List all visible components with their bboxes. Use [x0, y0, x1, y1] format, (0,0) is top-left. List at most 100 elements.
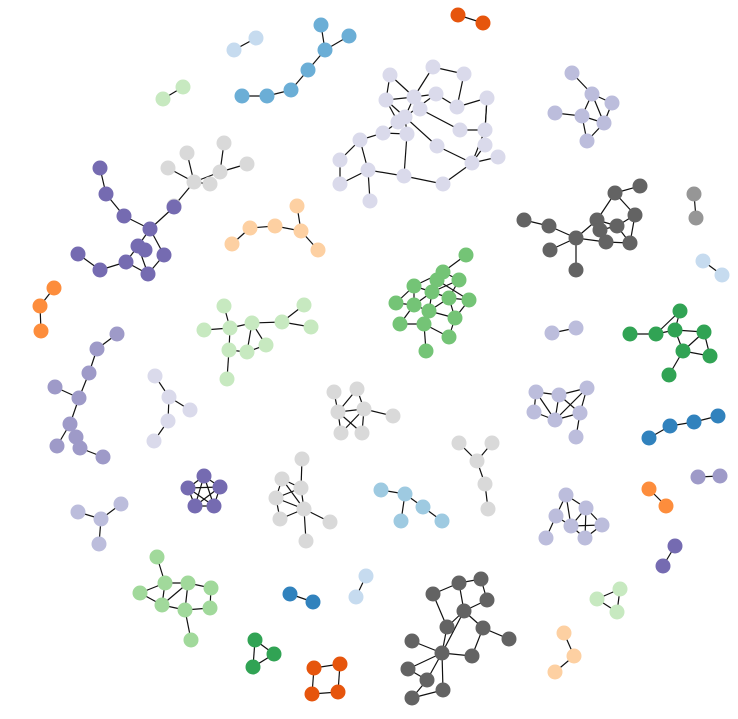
graph-node	[234, 88, 250, 104]
component-c26-nodes	[373, 482, 450, 529]
graph-node	[388, 295, 404, 311]
graph-node	[572, 405, 588, 421]
graph-node	[609, 218, 625, 234]
component-c06-nodes	[547, 65, 620, 149]
graph-node	[475, 15, 491, 31]
graph-edge	[419, 108, 461, 131]
graph-node	[333, 425, 349, 441]
graph-node	[212, 164, 228, 180]
component-c32-nodes	[132, 549, 219, 648]
graph-node	[686, 186, 702, 202]
graph-node	[661, 367, 677, 383]
graph-node	[71, 390, 87, 406]
graph-node	[568, 230, 584, 246]
graph-node	[282, 586, 298, 602]
graph-node	[695, 253, 711, 269]
graph-node	[161, 389, 177, 405]
graph-node	[180, 480, 196, 496]
graph-node	[607, 185, 623, 201]
graph-node	[266, 646, 282, 662]
graph-node	[449, 99, 465, 115]
graph-node	[177, 602, 193, 618]
component-c07-nodes	[160, 135, 255, 214]
graph-node	[375, 125, 391, 141]
graph-node	[46, 280, 62, 296]
graph-node	[47, 379, 63, 395]
graph-node	[662, 418, 678, 434]
component-c11-nodes	[224, 198, 326, 258]
graph-node	[563, 518, 579, 534]
graph-node	[714, 267, 730, 283]
graph-node	[259, 88, 275, 104]
graph-node	[592, 222, 608, 238]
graph-node	[435, 682, 451, 698]
graph-node	[175, 79, 191, 95]
component-c33-nodes	[282, 586, 321, 610]
graph-node	[579, 380, 595, 396]
graph-node	[326, 384, 342, 400]
graph-node	[219, 371, 235, 387]
graph-node	[456, 66, 472, 82]
graph-node	[641, 430, 657, 446]
component-c36-nodes	[589, 581, 628, 620]
graph-node	[352, 132, 368, 148]
graph-node	[68, 429, 84, 445]
graph-node	[604, 95, 620, 111]
graph-node	[186, 174, 202, 190]
graph-node	[32, 298, 48, 314]
component-c14-nodes	[388, 247, 477, 359]
graph-node	[296, 297, 312, 313]
graph-node	[425, 586, 441, 602]
graph-node	[406, 89, 422, 105]
graph-node	[415, 499, 431, 515]
graph-node	[160, 160, 176, 176]
graph-node	[425, 59, 441, 75]
graph-node	[95, 449, 111, 465]
graph-node	[154, 597, 170, 613]
graph-node	[609, 604, 625, 620]
graph-node	[622, 326, 638, 342]
component-c05-nodes	[332, 59, 506, 209]
graph-node	[461, 292, 477, 308]
graph-node	[216, 135, 232, 151]
component-c18-nodes	[47, 326, 125, 465]
graph-node	[293, 223, 309, 239]
graph-edge	[441, 610, 465, 654]
graph-node	[137, 242, 153, 258]
component-c22-nodes	[641, 408, 726, 446]
graph-node	[675, 343, 691, 359]
graph-node	[206, 498, 222, 514]
graph-node	[547, 664, 563, 680]
graph-node	[140, 266, 156, 282]
graph-node	[526, 404, 542, 420]
graph-node	[490, 149, 506, 165]
graph-node	[179, 145, 195, 161]
component-c13-nodes	[32, 280, 62, 339]
graph-node	[451, 272, 467, 288]
component-c23-edges	[458, 442, 493, 510]
graph-node	[239, 344, 255, 360]
graph-node	[298, 533, 314, 549]
graph-node	[362, 193, 378, 209]
graph-node	[81, 365, 97, 381]
graph-node	[419, 672, 435, 688]
graph-node	[577, 530, 593, 546]
graph-node	[310, 242, 326, 258]
graph-node	[477, 476, 493, 492]
graph-node	[258, 337, 274, 353]
graph-node	[305, 594, 321, 610]
graph-node	[385, 408, 401, 424]
graph-node	[373, 482, 389, 498]
graph-node	[404, 690, 420, 706]
graph-node	[528, 384, 544, 400]
component-c28-nodes	[690, 468, 728, 485]
graph-node	[360, 162, 376, 178]
graph-node	[686, 414, 702, 430]
graph-node	[296, 501, 312, 517]
graph-node	[473, 571, 489, 587]
graph-node	[429, 138, 445, 154]
graph-node	[702, 348, 718, 364]
component-c29-nodes	[70, 496, 129, 552]
graph-node	[688, 210, 704, 226]
component-c03-nodes	[234, 17, 357, 104]
